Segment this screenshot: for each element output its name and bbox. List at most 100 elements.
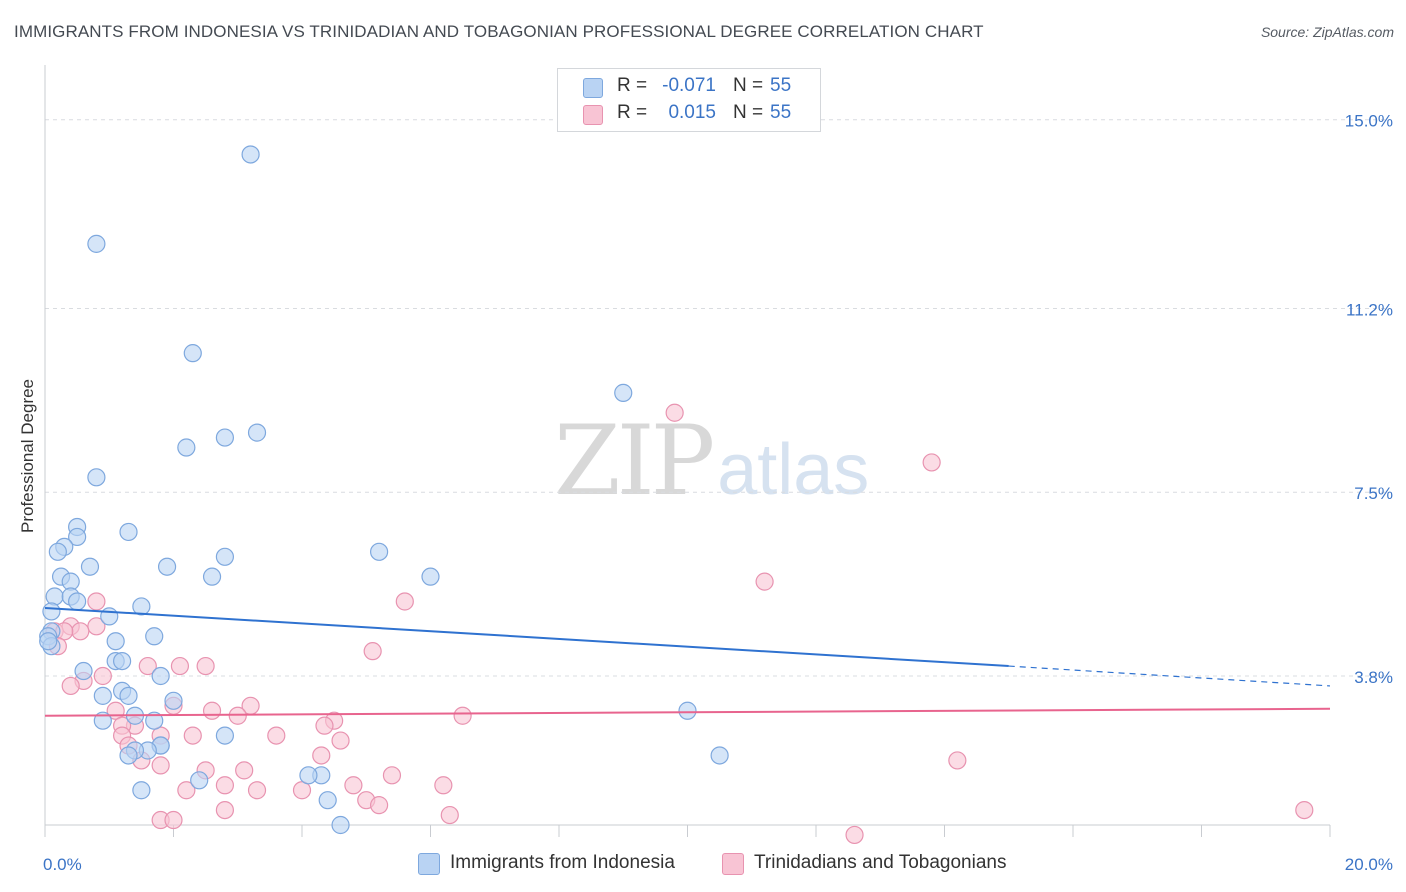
point-trinidadian bbox=[235, 761, 254, 780]
point-trinidadian bbox=[177, 781, 196, 800]
point-indonesia bbox=[157, 557, 177, 576]
point-trinidadian bbox=[312, 746, 331, 765]
point-indonesia bbox=[215, 726, 234, 745]
axes bbox=[44, 65, 1331, 837]
point-trinidadian bbox=[453, 706, 472, 725]
point-trinidadian bbox=[151, 756, 170, 775]
legend-swatch-indonesia bbox=[583, 78, 603, 98]
point-trinidadian bbox=[215, 776, 234, 795]
point-trinidadian bbox=[267, 726, 286, 745]
legend-n-label: N = bbox=[733, 75, 764, 96]
trend-line-indonesia bbox=[44, 606, 1009, 668]
point-trinidadian bbox=[247, 781, 267, 800]
legend-n-label: N = bbox=[733, 102, 764, 123]
point-indonesia bbox=[119, 522, 138, 542]
point-indonesia bbox=[68, 527, 87, 547]
point-indonesia bbox=[119, 746, 138, 765]
y-tick-label: 15.0% bbox=[1345, 112, 1393, 131]
point-trinidadian bbox=[363, 642, 382, 661]
legend-swatch-trinidadian bbox=[583, 105, 603, 125]
point-indonesia bbox=[678, 701, 697, 720]
point-trinidadian bbox=[202, 701, 222, 720]
point-indonesia bbox=[710, 746, 729, 765]
point-indonesia bbox=[614, 383, 633, 402]
y-tick-label: 11.2% bbox=[1346, 300, 1393, 319]
point-indonesia bbox=[164, 691, 183, 710]
point-indonesia bbox=[119, 686, 138, 705]
point-trinidadian bbox=[61, 676, 80, 696]
source-credit: Source: ZipAtlas.com bbox=[1260, 24, 1394, 40]
point-indonesia bbox=[112, 651, 132, 671]
point-indonesia bbox=[177, 438, 196, 457]
point-indonesia bbox=[299, 766, 318, 785]
watermark-zip: ZIP bbox=[554, 405, 715, 517]
trend-line-trinidadian bbox=[44, 707, 1331, 717]
point-trinidadian bbox=[71, 622, 90, 641]
point-trinidadian bbox=[440, 805, 459, 825]
point-indonesia bbox=[190, 771, 209, 790]
point-indonesia bbox=[132, 781, 151, 800]
trend-line-extension-indonesia bbox=[1008, 665, 1331, 687]
point-indonesia bbox=[48, 542, 67, 561]
tick-labels: 3.8% 7.5% 11.2% 15.0% 0.0% 20.0% bbox=[43, 112, 1393, 874]
point-trinidadian bbox=[370, 796, 389, 815]
point-trinidadian bbox=[228, 706, 247, 725]
point-indonesia bbox=[151, 666, 170, 686]
series-indonesia-points bbox=[39, 145, 729, 835]
point-trinidadian bbox=[382, 766, 402, 785]
point-indonesia bbox=[68, 592, 87, 611]
point-trinidadian bbox=[183, 726, 202, 745]
legend-r-value: 0.015 bbox=[668, 102, 716, 123]
legend-r-value: -0.071 bbox=[662, 75, 716, 96]
point-indonesia bbox=[39, 632, 58, 651]
point-trinidadian bbox=[170, 656, 190, 676]
point-trinidadian bbox=[87, 592, 106, 611]
point-indonesia bbox=[370, 542, 389, 561]
grid-lines bbox=[45, 119, 1390, 677]
bottom-legend-label: Immigrants from Indonesia bbox=[450, 852, 675, 873]
point-trinidadian bbox=[1295, 800, 1314, 820]
point-trinidadian bbox=[93, 666, 112, 686]
point-indonesia bbox=[87, 468, 106, 487]
point-indonesia bbox=[215, 428, 234, 447]
point-indonesia bbox=[45, 587, 64, 606]
point-trinidadian bbox=[164, 810, 183, 830]
point-indonesia bbox=[145, 711, 164, 730]
bottom-legend-swatch-trinidadian bbox=[722, 853, 744, 875]
point-trinidadian bbox=[948, 751, 967, 770]
point-indonesia bbox=[106, 632, 125, 651]
point-indonesia bbox=[145, 627, 164, 646]
legend-n-value: 55 bbox=[770, 75, 792, 96]
point-trinidadian bbox=[331, 731, 350, 750]
series-trinidadian-points bbox=[45, 403, 1314, 845]
point-trinidadian bbox=[434, 776, 453, 795]
point-indonesia bbox=[87, 234, 106, 253]
correlation-legend: R = -0.071 N = 55 R = 0.015 N = 55 bbox=[557, 68, 821, 132]
point-trinidadian bbox=[215, 800, 234, 820]
chart-title: IMMIGRANTS FROM INDONESIA VS TRINIDADIAN… bbox=[14, 22, 984, 41]
point-trinidadian bbox=[755, 572, 774, 591]
point-trinidadian bbox=[845, 825, 864, 845]
point-trinidadian bbox=[665, 403, 684, 422]
point-indonesia bbox=[74, 661, 93, 681]
point-indonesia bbox=[80, 557, 100, 576]
point-indonesia bbox=[202, 567, 222, 586]
point-indonesia bbox=[183, 344, 202, 363]
point-trinidadian bbox=[344, 776, 363, 795]
point-indonesia bbox=[247, 423, 267, 442]
legend-r-label: R = bbox=[617, 102, 648, 123]
point-trinidadian bbox=[196, 656, 215, 676]
watermark-atlas: atlas bbox=[717, 430, 870, 510]
trend-lines bbox=[44, 606, 1331, 717]
point-indonesia bbox=[132, 597, 151, 616]
point-indonesia bbox=[100, 607, 119, 626]
y-tick-label: 3.8% bbox=[1354, 668, 1393, 687]
point-indonesia bbox=[93, 686, 112, 705]
point-indonesia bbox=[42, 602, 61, 621]
point-trinidadian bbox=[395, 592, 414, 611]
bottom-legend-swatch-indonesia bbox=[418, 853, 440, 875]
point-indonesia bbox=[215, 547, 234, 566]
point-indonesia bbox=[93, 711, 112, 730]
point-indonesia bbox=[318, 791, 337, 810]
